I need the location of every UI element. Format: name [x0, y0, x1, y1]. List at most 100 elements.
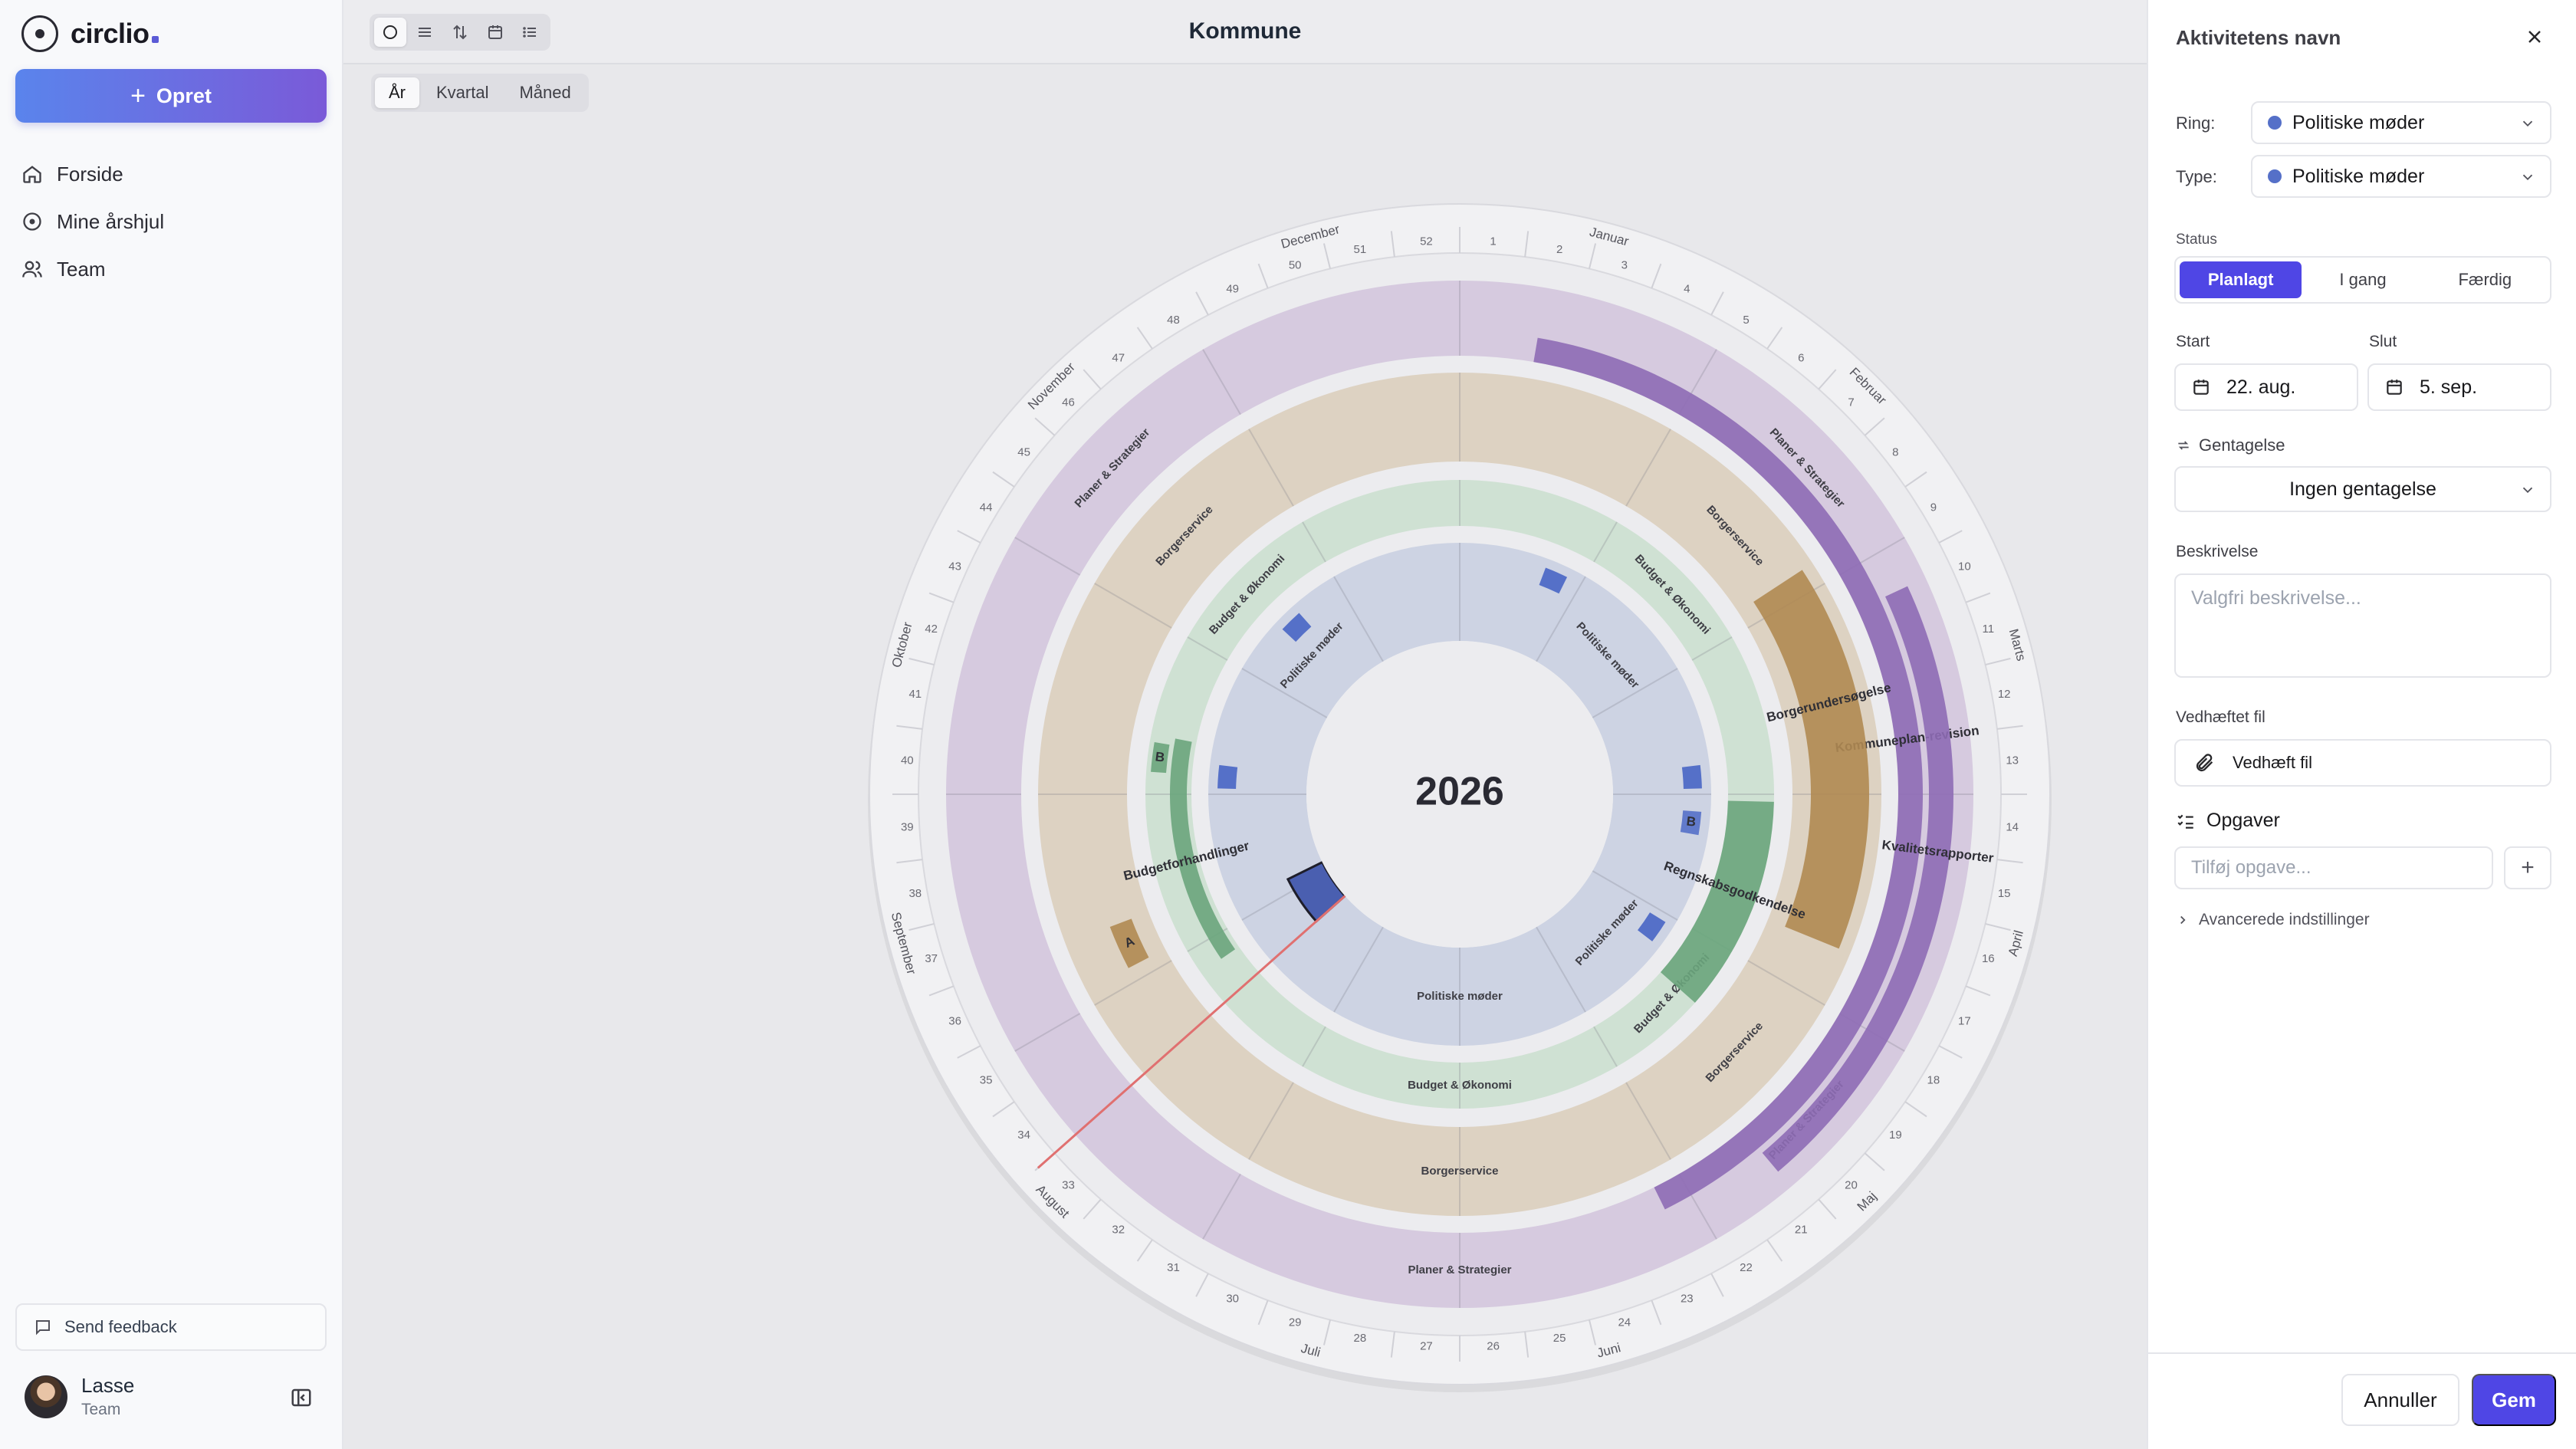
tab-quarter[interactable]: Kvartal: [436, 83, 489, 102]
week-tick: [1938, 1045, 1963, 1059]
week-tick: [1710, 291, 1724, 316]
week-number: 27: [1420, 1340, 1433, 1353]
list-view-button[interactable]: [409, 18, 442, 47]
month-divider: [1202, 1173, 1241, 1240]
logo[interactable]: circlio: [21, 15, 159, 52]
week-number: 1: [1490, 235, 1496, 248]
sidebar-item-team[interactable]: Team: [15, 245, 327, 293]
list-icon: [419, 28, 432, 37]
week-tick: [896, 724, 923, 730]
repeat-value: Ingen gentagelse: [2289, 478, 2436, 500]
week-tick: [1034, 417, 1056, 436]
status-toggle: Planlagt I gang Færdig: [2174, 256, 2551, 304]
status-in-progress[interactable]: I gang: [2339, 270, 2387, 289]
week-number: 46: [1062, 396, 1075, 409]
chevron-down-icon: [2522, 120, 2533, 127]
month-divider: [1747, 960, 1825, 1006]
user-profile[interactable]: Lasse Team: [25, 1374, 134, 1419]
close-button[interactable]: [2521, 23, 2548, 51]
week-tick: [909, 922, 935, 932]
week-number: 11: [1983, 623, 1995, 636]
attachment-label: Vedhæftet fil: [2176, 708, 2266, 726]
week-tick: [1938, 530, 1963, 544]
week-tick: [1904, 1101, 1927, 1118]
status-planned[interactable]: Planlagt: [2180, 261, 2302, 298]
sidebar-item-mine-arshjul[interactable]: Mine årshjul: [15, 198, 327, 245]
chevron-right-icon: [2180, 915, 2186, 925]
calendar-view-button[interactable]: [479, 18, 511, 47]
activity-label: B: [1686, 813, 1697, 829]
repeat-select[interactable]: Ingen gentagelse: [2174, 466, 2551, 512]
week-tick: [896, 859, 923, 864]
month-divider: [1625, 1082, 1671, 1160]
task-input[interactable]: Tilføj opgave...: [2174, 846, 2493, 889]
week-tick: [1965, 985, 1991, 997]
type-select[interactable]: Politiske møder: [2251, 155, 2551, 198]
week-number: 28: [1354, 1332, 1367, 1345]
chevron-down-icon: [2522, 174, 2533, 181]
week-tick: [1257, 1300, 1269, 1326]
activity-arc: [1170, 738, 1236, 959]
meeting-marker: [1217, 764, 1238, 789]
end-date-value: 5. sep.: [2420, 376, 2478, 398]
sidebar-item-forside[interactable]: Forside: [15, 150, 327, 198]
week-tick: [1985, 657, 2011, 666]
week-number: 44: [980, 501, 993, 514]
start-date-value: 22. aug.: [2226, 376, 2296, 398]
meeting-marker: [1681, 764, 1702, 789]
week-tick: [1588, 243, 1597, 269]
week-number: 33: [1062, 1178, 1075, 1191]
tab-month[interactable]: Måned: [519, 83, 571, 102]
week-number: 42: [925, 623, 938, 636]
save-button[interactable]: Gem: [2472, 1374, 2556, 1426]
week-number: 24: [1618, 1316, 1631, 1329]
week-number: 8: [1892, 446, 1898, 459]
close-icon: [2528, 31, 2541, 43]
month-divider: [1187, 636, 1228, 661]
repeat-label: Gentagelse: [2176, 435, 2285, 455]
add-task-button[interactable]: +: [2504, 846, 2551, 889]
week-tick: [1766, 1239, 1783, 1262]
ring-color-dot: [2268, 116, 2282, 130]
end-label: Slut: [2369, 333, 2397, 350]
circle-icon: [23, 212, 41, 231]
week-tick: [909, 657, 935, 666]
week-tick: [1651, 1300, 1662, 1326]
month-divider: [1014, 1013, 1081, 1052]
week-number: 29: [1289, 1316, 1302, 1329]
sidebar: circlio + Opret Forside Mine årshjul Tea…: [0, 0, 343, 1449]
week-number: 31: [1167, 1261, 1180, 1274]
activity-arc: [1109, 918, 1149, 968]
main-area: Kommune År Kvartal Måned 1 2 3 4 5 6 7 8 9 10 11 12…: [343, 0, 2147, 1449]
month-divider: [1241, 668, 1328, 718]
sort-view-button[interactable]: [444, 18, 476, 47]
range-tabs: År Kvartal Måned: [371, 74, 589, 112]
agenda-view-button[interactable]: [514, 18, 546, 47]
week-tick: [1864, 417, 1885, 436]
end-date-field[interactable]: 5. sep.: [2367, 363, 2551, 411]
ring-select[interactable]: Politiske møder: [2251, 101, 2551, 144]
tab-year[interactable]: År: [375, 77, 419, 108]
status-done[interactable]: Færdig: [2458, 270, 2512, 289]
plus-icon: +: [130, 81, 146, 110]
ring-value: Politiske møder: [2292, 111, 2425, 133]
month-divider: [1333, 926, 1384, 1013]
description-input[interactable]: Valgfri beskrivelse...: [2174, 573, 2551, 678]
week-tick: [1651, 263, 1662, 289]
feedback-label: Send feedback: [64, 1317, 177, 1336]
week-tick: [1322, 1319, 1332, 1346]
week-number: 48: [1167, 314, 1180, 327]
month-divider: [1202, 349, 1241, 416]
start-date-field[interactable]: 22. aug.: [2174, 363, 2358, 411]
month-divider: [1302, 1026, 1326, 1067]
create-button[interactable]: + Opret: [15, 69, 327, 123]
send-feedback-button[interactable]: Send feedback: [15, 1303, 327, 1351]
collapse-sidebar-icon[interactable]: [290, 1386, 313, 1409]
week-number: 6: [1798, 352, 1804, 365]
activity-arc: [1762, 586, 1953, 1172]
attach-file-button[interactable]: Vedhæft fil: [2174, 739, 2551, 787]
advanced-settings-toggle[interactable]: Avancerede indstillinger: [2176, 911, 2370, 929]
cancel-button[interactable]: Annuller: [2341, 1374, 2459, 1426]
wheel-view-button[interactable]: [374, 18, 406, 47]
year-wheel[interactable]: 1234567891011121314151617181920212223242…: [343, 0, 2147, 1449]
